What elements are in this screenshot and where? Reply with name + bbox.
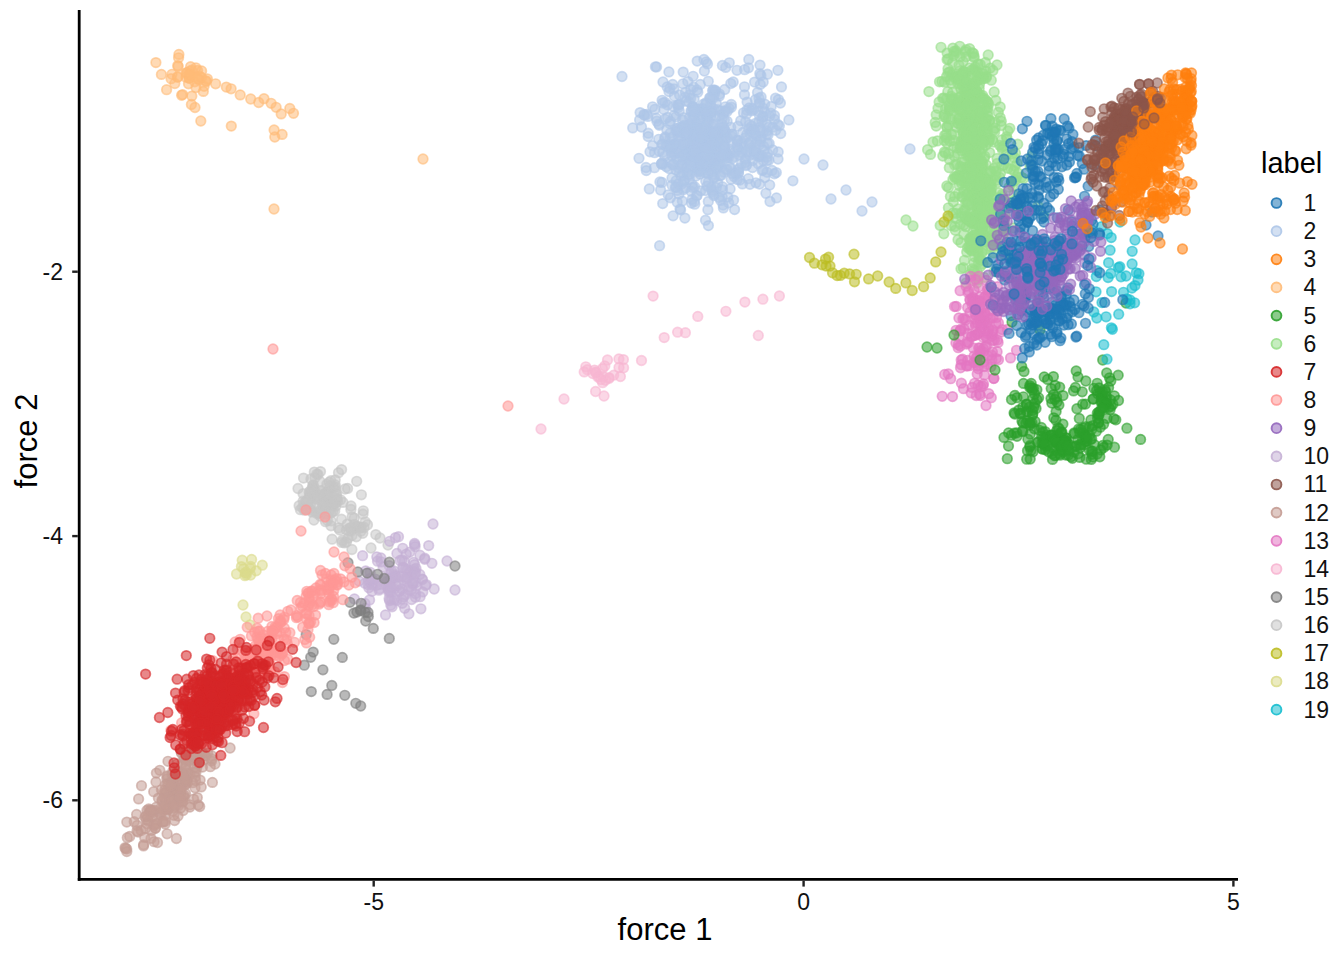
svg-text:-5: -5	[363, 889, 383, 915]
svg-text:5: 5	[1227, 889, 1240, 915]
svg-text:15: 15	[1304, 584, 1330, 610]
svg-text:9: 9	[1304, 415, 1317, 441]
svg-text:7: 7	[1304, 359, 1317, 385]
svg-text:-2: -2	[43, 259, 63, 285]
svg-text:11: 11	[1304, 471, 1328, 497]
svg-text:17: 17	[1304, 640, 1330, 666]
svg-text:-4: -4	[43, 523, 64, 549]
svg-text:8: 8	[1304, 387, 1317, 413]
svg-text:0: 0	[797, 889, 810, 915]
svg-text:16: 16	[1304, 612, 1330, 638]
svg-text:1: 1	[1304, 190, 1317, 216]
svg-text:5: 5	[1304, 303, 1317, 329]
svg-text:4: 4	[1304, 274, 1317, 300]
svg-text:13: 13	[1304, 528, 1330, 554]
svg-text:2: 2	[1304, 218, 1317, 244]
svg-text:18: 18	[1304, 668, 1330, 694]
svg-text:force 1: force 1	[618, 912, 713, 947]
svg-text:12: 12	[1304, 500, 1330, 526]
svg-text:3: 3	[1304, 246, 1317, 272]
svg-text:14: 14	[1304, 556, 1330, 582]
svg-text:19: 19	[1304, 697, 1330, 723]
svg-text:force 2: force 2	[9, 394, 44, 489]
svg-text:-6: -6	[43, 787, 63, 813]
svg-text:label: label	[1261, 147, 1322, 179]
svg-text:10: 10	[1304, 443, 1330, 469]
svg-text:6: 6	[1304, 331, 1317, 357]
